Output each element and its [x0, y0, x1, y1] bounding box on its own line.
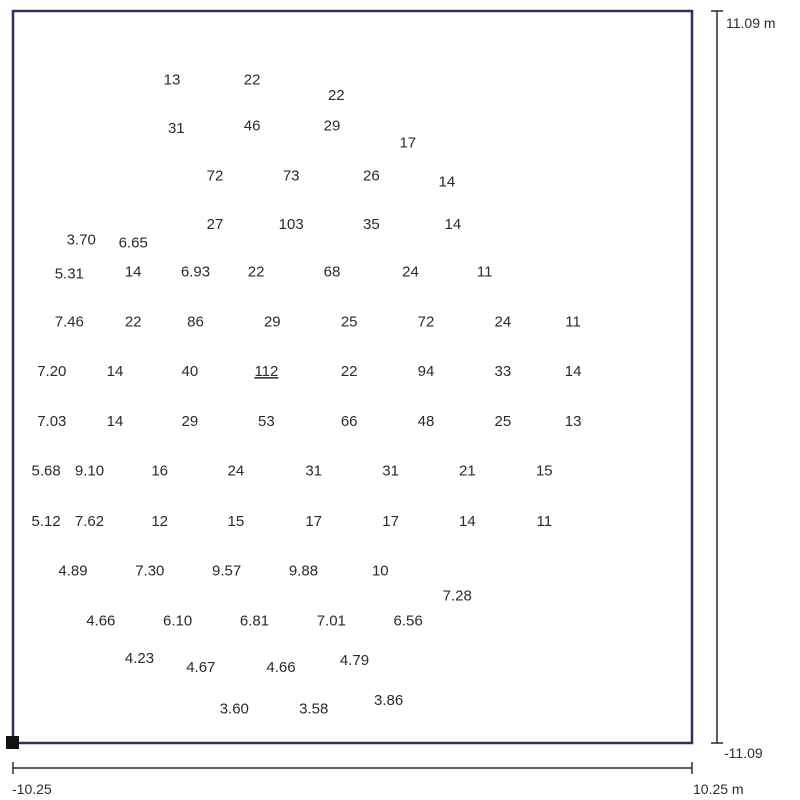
reading-value: 6.56 [393, 613, 422, 630]
reading-value: 14 [445, 216, 462, 233]
reading-value: 103 [279, 216, 304, 233]
reading-value: 14 [107, 363, 124, 380]
reading-value: 4.66 [266, 659, 295, 676]
reading-value: 22 [125, 314, 142, 331]
reading-value: 86 [187, 314, 204, 331]
reading-value: 22 [328, 87, 345, 104]
reading-value: 9.57 [212, 563, 241, 580]
reading-value: 40 [182, 363, 199, 380]
reading-value: 72 [418, 314, 435, 331]
reading-value: 4.79 [340, 652, 369, 669]
reading-value: 6.65 [119, 235, 148, 252]
reading-value: 26 [363, 168, 380, 185]
reading-value: 10 [372, 563, 389, 580]
reading-value: 3.60 [220, 700, 249, 717]
reading-value: 6.10 [163, 613, 192, 630]
reading-value: 14 [439, 174, 456, 191]
vertical-dimension: 11.09 m -11.09 [711, 10, 776, 761]
reading-value: 3.86 [374, 692, 403, 709]
reading-value: 24 [402, 264, 419, 281]
reading-value: 7.20 [37, 363, 66, 380]
reading-value: 15 [536, 463, 553, 480]
reading-value: 46 [244, 118, 261, 135]
reading-value: 24 [495, 314, 512, 331]
horizontal-dimension: -10.25 10.25 m [12, 762, 744, 797]
reading-value: 4.66 [86, 613, 115, 630]
reading-value: 22 [244, 71, 261, 88]
reading-value: 112 [254, 363, 278, 380]
reading-value: 25 [495, 413, 512, 430]
reading-value: 7.03 [37, 413, 66, 430]
x-min-label: -10.25 [12, 781, 52, 797]
reading-value: 6.81 [240, 613, 269, 630]
reading-value: 72 [207, 168, 224, 185]
reading-value: 7.28 [443, 588, 472, 605]
reading-value: 7.46 [55, 314, 84, 331]
reading-value: 17 [382, 513, 399, 530]
reading-value: 4.67 [186, 659, 215, 676]
y-min-label: -11.09 [724, 745, 763, 761]
reading-value: 4.23 [125, 650, 154, 667]
readings-layer: 13 22 22 31 46 29 17 72 73 26 14 27 103 35 14 3.70 6.65 5… [31, 71, 581, 717]
reading-value: 11 [477, 264, 493, 281]
reading-value: 24 [228, 463, 245, 480]
reading-value: 53 [258, 413, 275, 430]
room-boundary [11, 9, 694, 745]
reading-value: 73 [283, 168, 300, 185]
reading-value: 12 [151, 513, 168, 530]
y-max-label: 11.09 m [726, 15, 776, 31]
reading-value: 31 [305, 463, 322, 480]
reading-value: 31 [382, 463, 399, 480]
reading-value: 5.31 [55, 266, 84, 283]
reading-value: 68 [324, 264, 341, 281]
reading-value: 29 [324, 118, 341, 135]
reading-value: 35 [363, 216, 380, 233]
reading-value: 3.58 [299, 700, 328, 717]
reading-value: 33 [495, 363, 512, 380]
reading-value: 5.12 [31, 513, 60, 530]
reading-value: 94 [418, 363, 435, 380]
reading-value: 6.93 [181, 264, 210, 281]
reading-value: 21 [459, 463, 476, 480]
reading-value: 11 [565, 314, 581, 331]
reading-value: 31 [168, 120, 185, 137]
reading-value: 15 [228, 513, 245, 530]
reading-value: 27 [207, 216, 224, 233]
reading-value: 7.30 [135, 563, 164, 580]
reading-value: 9.10 [75, 463, 104, 480]
reading-value: 25 [341, 314, 358, 331]
reading-value: 22 [341, 363, 358, 380]
reading-value: 13 [164, 71, 181, 88]
reading-value: 17 [399, 135, 416, 152]
reading-value: 14 [565, 363, 582, 380]
reading-value: 17 [305, 513, 322, 530]
reading-value: 4.89 [58, 563, 87, 580]
reading-value: 13 [565, 413, 582, 430]
reading-value: 48 [418, 413, 435, 430]
reading-value: 66 [341, 413, 358, 430]
reading-value: 9.88 [289, 563, 318, 580]
reading-value: 16 [151, 463, 168, 480]
reading-value: 5.68 [31, 463, 60, 480]
reading-value: 14 [459, 513, 476, 530]
reading-value: 29 [182, 413, 199, 430]
reading-value: 29 [264, 314, 281, 331]
reading-value: 11 [537, 513, 553, 530]
x-max-label: 10.25 m [693, 781, 744, 797]
reading-value: 14 [125, 264, 142, 281]
origin-marker [6, 736, 19, 749]
reading-value: 7.62 [75, 513, 104, 530]
reading-value: 22 [248, 264, 265, 281]
reading-value: 3.70 [67, 232, 96, 249]
reading-value: 7.01 [317, 613, 346, 630]
reading-value: 14 [107, 413, 124, 430]
